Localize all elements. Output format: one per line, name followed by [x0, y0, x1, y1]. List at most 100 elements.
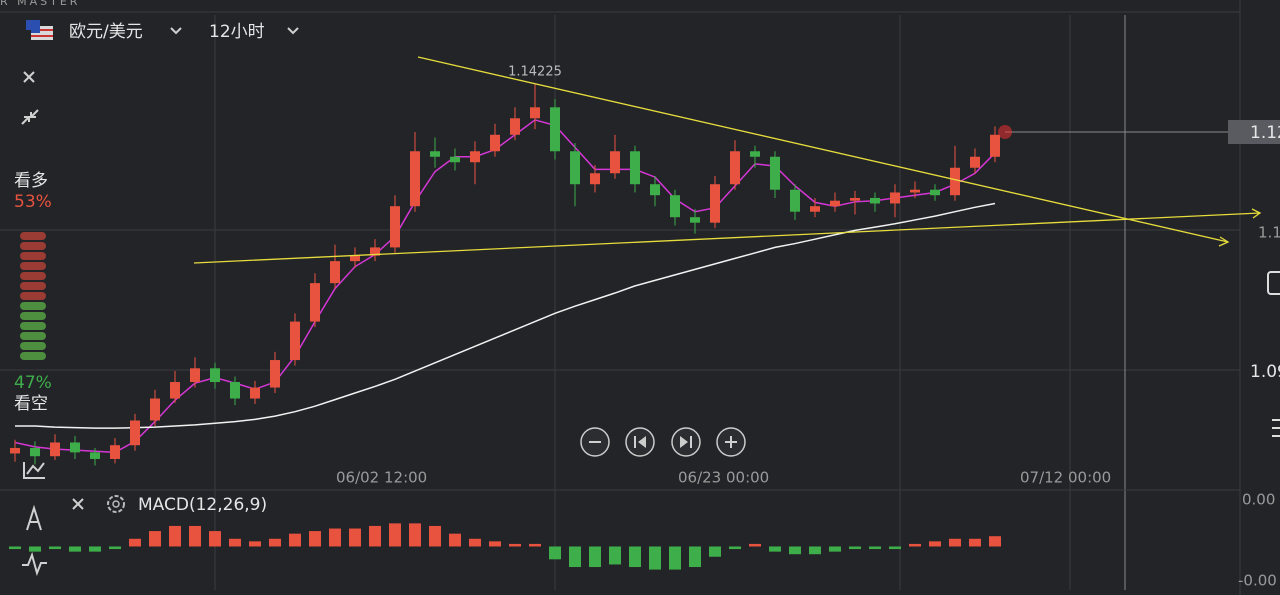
- macd-bar: [669, 546, 681, 570]
- candle-body: [750, 151, 760, 157]
- macd-bar: [449, 533, 461, 547]
- high-annotation: 1.14225: [508, 64, 562, 79]
- side-button[interactable]: [1267, 271, 1280, 295]
- candle-body: [630, 151, 640, 185]
- candle-body: [430, 151, 440, 157]
- pulse-icon[interactable]: [22, 551, 47, 577]
- timeframe[interactable]: 12小时: [209, 22, 265, 42]
- price-label: 1.1: [1258, 224, 1280, 242]
- macd-bar: [309, 531, 321, 547]
- candle-body: [150, 398, 160, 421]
- macd-bar: [69, 546, 81, 552]
- macd-bar: [869, 546, 881, 550]
- candle-body: [510, 118, 520, 135]
- dropdown-arrow[interactable]: [170, 27, 182, 35]
- macd-bar: [889, 546, 901, 550]
- bear-label: 看空: [14, 394, 48, 414]
- candle-body: [790, 189, 800, 212]
- gauge-pill: [20, 352, 46, 360]
- macd-bar: [349, 528, 361, 547]
- macd-bar: [149, 531, 161, 547]
- macd-bar: [949, 538, 961, 547]
- price-chart: 1.14225: [10, 64, 1000, 466]
- flag: [26, 20, 53, 40]
- x-tick-label: 07/12 00:00: [1020, 469, 1111, 487]
- candle-body: [710, 184, 720, 223]
- macd-bar: [369, 525, 381, 547]
- candle-body: [890, 192, 900, 204]
- macd-bar: [589, 546, 601, 568]
- candle-body: [210, 368, 220, 383]
- macd-title: MACD(12,26,9): [138, 495, 267, 515]
- candle-body: [170, 382, 180, 399]
- macd-bar: [89, 546, 101, 552]
- indicator-icon[interactable]: [23, 462, 45, 479]
- price-label: 1.12: [1250, 123, 1280, 143]
- candle-body: [550, 107, 560, 152]
- macd-bar: [109, 546, 121, 550]
- candle-body: [930, 189, 940, 196]
- gauge-pill: [20, 272, 46, 280]
- gauge-pill: [20, 282, 46, 290]
- macd-bar: [709, 546, 721, 557]
- dropdown-arrow[interactable]: [287, 27, 299, 35]
- candle-body: [90, 452, 100, 459]
- close-icon[interactable]: [23, 71, 35, 83]
- macd-bar: [909, 543, 921, 547]
- sentiment-gauge: [20, 232, 46, 360]
- macd-bar: [509, 543, 521, 547]
- candle-body: [290, 321, 300, 361]
- candle-body: [730, 151, 740, 185]
- candle-body: [610, 151, 620, 174]
- gauge-pill: [20, 312, 46, 320]
- candle-body: [970, 156, 980, 168]
- macd-chart: [9, 523, 1001, 570]
- candle-body: [370, 247, 380, 256]
- gauge-pill: [20, 252, 46, 260]
- candle-body: [870, 197, 880, 204]
- macd-bar: [809, 546, 821, 555]
- remove-indicator[interactable]: [72, 498, 84, 510]
- macd-bar: [329, 528, 341, 547]
- bull-percent: 53%: [14, 192, 52, 212]
- macd-bar: [769, 546, 781, 552]
- jump-end[interactable]: [671, 427, 701, 457]
- candle-body: [130, 420, 140, 446]
- macd-axis-label: 0.00: [1242, 491, 1275, 509]
- macd-bar: [409, 523, 421, 547]
- macd-bar: [789, 546, 801, 555]
- gauge-pill: [20, 292, 46, 300]
- price-tag: [1228, 120, 1280, 144]
- settings-icon[interactable]: [107, 495, 125, 513]
- macd-bar: [849, 546, 861, 550]
- macd-bar: [609, 546, 621, 565]
- collapse-icon[interactable]: [21, 109, 39, 125]
- trendlines: [193, 56, 1262, 264]
- macd-bar: [289, 533, 301, 547]
- gauge-pill: [20, 342, 46, 350]
- price-label: 1.09: [1250, 362, 1280, 382]
- currency-pair[interactable]: 欧元/美元: [69, 22, 143, 42]
- candle-body: [270, 360, 280, 388]
- macd-bar: [229, 538, 241, 547]
- candle-body: [390, 206, 400, 248]
- jump-start[interactable]: [625, 427, 655, 457]
- macd-axis-label: -0.00: [1238, 572, 1277, 590]
- zoom-in[interactable]: [716, 427, 746, 457]
- candle-body: [310, 283, 320, 322]
- macd-bar: [729, 546, 741, 550]
- menu-icon[interactable]: [1272, 419, 1280, 437]
- x-tick-label: 06/02 12:00: [336, 469, 427, 487]
- zoom-out[interactable]: [580, 427, 610, 457]
- macd-bar: [989, 536, 1001, 547]
- gauge-pill: [20, 232, 46, 240]
- macd-bar: [969, 538, 981, 547]
- draw-icon[interactable]: [26, 504, 42, 531]
- candle-body: [410, 151, 420, 207]
- macd-bar: [929, 541, 941, 547]
- macd-bar: [649, 546, 661, 570]
- macd-bar: [9, 546, 21, 550]
- live-dot: [998, 125, 1012, 139]
- candle-body: [530, 107, 540, 119]
